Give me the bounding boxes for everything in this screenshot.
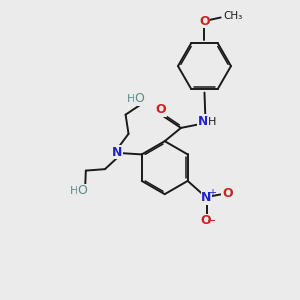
Text: N: N: [198, 115, 208, 128]
Text: O: O: [199, 14, 210, 28]
Text: H: H: [70, 186, 78, 196]
Text: O: O: [134, 92, 144, 105]
Text: O: O: [201, 214, 211, 227]
Text: O: O: [156, 103, 166, 116]
Text: N: N: [112, 146, 122, 159]
Text: N: N: [201, 191, 212, 204]
Text: H: H: [127, 94, 135, 104]
Text: CH₃: CH₃: [224, 11, 243, 21]
Text: O: O: [222, 187, 233, 200]
Text: H: H: [208, 117, 216, 127]
Text: +: +: [208, 188, 216, 198]
Text: O: O: [77, 184, 87, 197]
Text: −: −: [207, 216, 217, 226]
